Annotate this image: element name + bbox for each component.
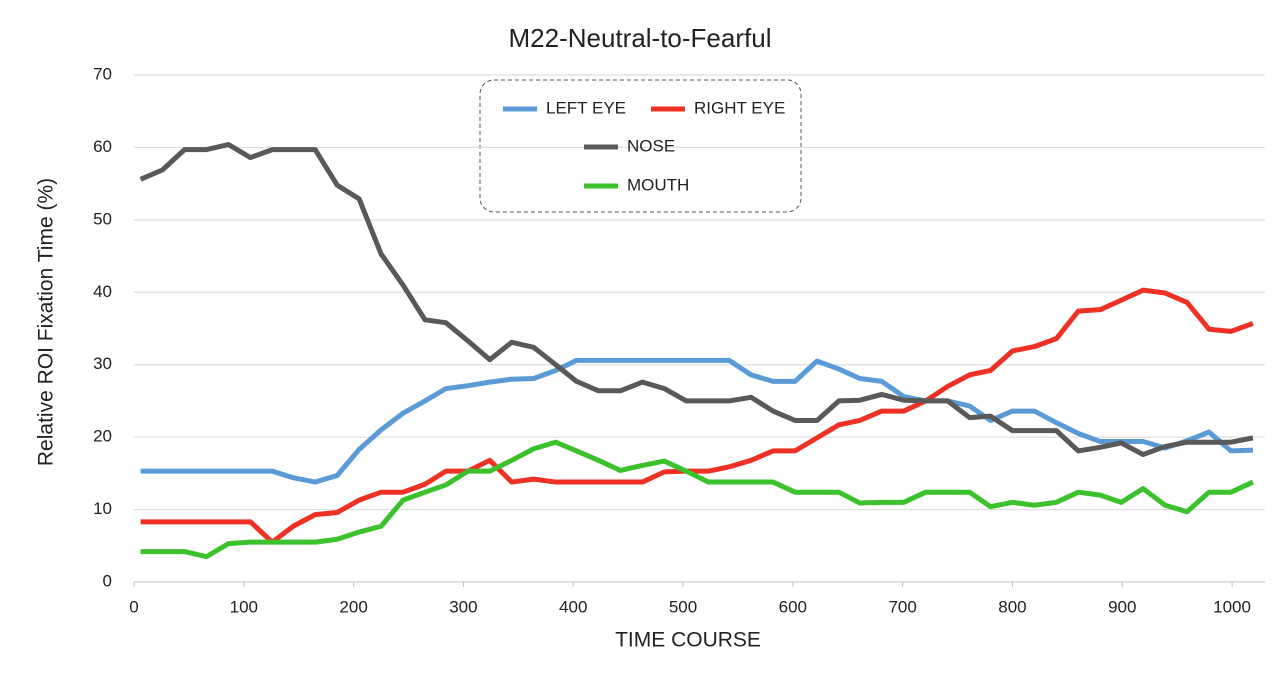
series-line — [139, 142, 1254, 458]
x-tick-label: 200 — [339, 597, 367, 616]
x-tick-label: 1000 — [1213, 597, 1251, 616]
y-tick-label: 60 — [93, 137, 112, 156]
y-tick-label: 30 — [93, 354, 112, 373]
legend-label: NOSE — [627, 136, 675, 155]
y-axis-label: Relative ROI Fixation Time (%) — [35, 178, 58, 466]
x-tick-label: 300 — [449, 597, 477, 616]
chart-title: M22-Neutral-to-Fearful — [509, 23, 772, 53]
legend-label: RIGHT EYE — [694, 98, 785, 117]
y-tick-label: 0 — [103, 571, 112, 590]
x-tick-label: 700 — [888, 597, 916, 616]
series-line — [140, 439, 1254, 560]
x-tick-label: 400 — [559, 597, 587, 616]
legend-label: LEFT EYE — [546, 98, 626, 117]
y-tick-label: 10 — [93, 499, 112, 518]
x-axis-label: TIME COURSE — [615, 629, 761, 652]
y-tick-label: 70 — [93, 64, 112, 83]
x-tick-label: 600 — [779, 597, 807, 616]
x-tick-label: 0 — [129, 597, 138, 616]
series-line — [140, 357, 1254, 485]
y-tick-label: 40 — [93, 282, 112, 301]
legend-box — [479, 79, 802, 213]
x-tick-label: 800 — [998, 597, 1026, 616]
y-tick-label: 20 — [93, 427, 112, 446]
x-tick-label: 100 — [230, 597, 258, 616]
y-tick-label: 50 — [93, 209, 112, 228]
x-tick-label: 900 — [1108, 597, 1136, 616]
series-line — [140, 287, 1254, 545]
x-tick-label: 500 — [669, 597, 697, 616]
legend-label: MOUTH — [627, 175, 689, 194]
